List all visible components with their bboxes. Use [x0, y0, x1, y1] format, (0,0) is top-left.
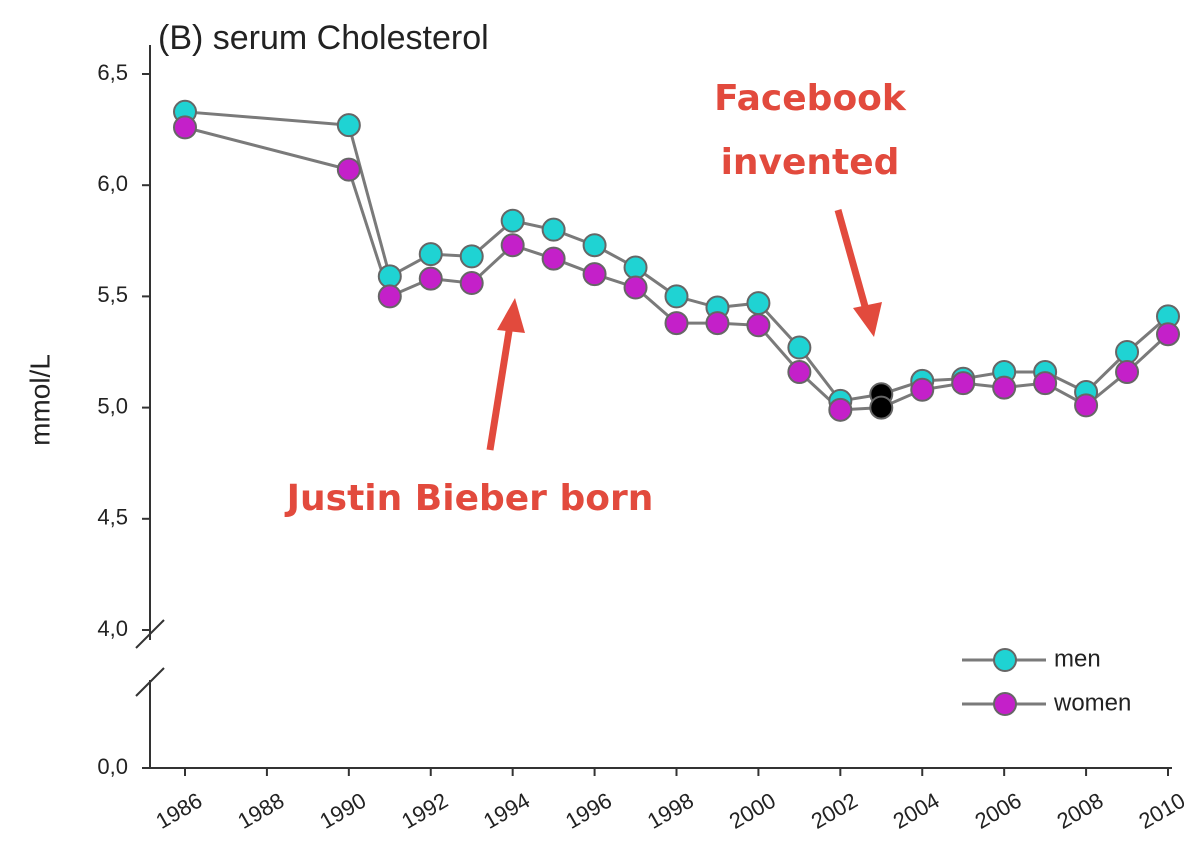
- marker: [1033, 371, 1058, 396]
- x-tick-label: 1988: [233, 788, 288, 834]
- marker: [746, 313, 771, 338]
- series-line: [184, 125, 1170, 412]
- x-tick-label: 1994: [479, 788, 534, 834]
- marker: [459, 244, 484, 269]
- x-tick-label: 2004: [889, 788, 944, 834]
- annotation: invented: [721, 142, 900, 183]
- axis-break: [135, 667, 165, 697]
- marker: [828, 397, 853, 422]
- marker: [623, 255, 648, 280]
- x-tick-label: 1992: [397, 788, 452, 834]
- arrow: [486, 324, 514, 451]
- marker: [418, 242, 443, 267]
- marker: [377, 284, 402, 309]
- y-tick-label: 6,0: [97, 171, 128, 196]
- marker: [418, 266, 443, 291]
- marker: [664, 284, 689, 309]
- annotation: Facebook: [714, 78, 907, 119]
- x-tick-label: 1986: [152, 788, 207, 834]
- y-tick-label: 4,0: [97, 616, 128, 641]
- marker: [1074, 393, 1099, 418]
- marker: [582, 233, 607, 258]
- marker: [951, 371, 976, 396]
- marker: [336, 157, 361, 182]
- legend-marker: [993, 648, 1017, 672]
- x-tick-label: 1990: [315, 788, 370, 834]
- marker: [869, 395, 894, 420]
- x-tick-label: 2008: [1053, 788, 1108, 834]
- arrows: [486, 209, 882, 451]
- axis-break: [135, 619, 165, 649]
- marker: [1115, 360, 1140, 385]
- marker: [992, 375, 1017, 400]
- marker: [377, 264, 402, 289]
- legend-label: men: [1054, 645, 1101, 672]
- chart-title: (B) serum Cholesterol: [158, 19, 489, 57]
- series-line: [184, 110, 1169, 403]
- y-axis-label: mmol/L: [24, 354, 55, 446]
- marker: [787, 360, 812, 385]
- marker: [459, 271, 484, 296]
- marker: [500, 208, 525, 233]
- legend-label: women: [1053, 689, 1131, 716]
- y-tick-label: 6,5: [97, 60, 128, 85]
- y-tick-label: 4,5: [97, 505, 128, 530]
- x-tick-label: 2000: [725, 788, 780, 834]
- arrow: [834, 209, 870, 311]
- arrowhead: [497, 298, 525, 333]
- marker: [623, 275, 648, 300]
- marker: [173, 115, 197, 140]
- legend-marker: [993, 692, 1017, 716]
- x-tick-label: 1996: [561, 788, 616, 834]
- y-tick-label: 0,0: [97, 754, 128, 779]
- marker: [910, 377, 935, 402]
- x-tick-label: 2002: [807, 788, 862, 834]
- annotation: Justin Bieber born: [284, 478, 654, 519]
- marker: [746, 291, 771, 316]
- marker: [705, 311, 730, 336]
- marker: [582, 262, 607, 287]
- marker: [541, 217, 566, 242]
- axes: [135, 45, 1172, 769]
- marker: [664, 311, 689, 336]
- y-tick-label: 5,0: [97, 393, 128, 418]
- x-tick-label: 1998: [643, 788, 698, 834]
- x-tick-label: 2006: [971, 788, 1026, 834]
- marker: [1115, 340, 1140, 364]
- marker: [500, 233, 525, 258]
- marker: [787, 335, 812, 360]
- arrowhead: [853, 302, 882, 337]
- x-tick-label: 2010: [1135, 788, 1184, 834]
- marker: [336, 113, 361, 138]
- marker: [541, 246, 566, 271]
- y-tick-label: 5,5: [97, 282, 128, 307]
- marker: [1156, 322, 1180, 347]
